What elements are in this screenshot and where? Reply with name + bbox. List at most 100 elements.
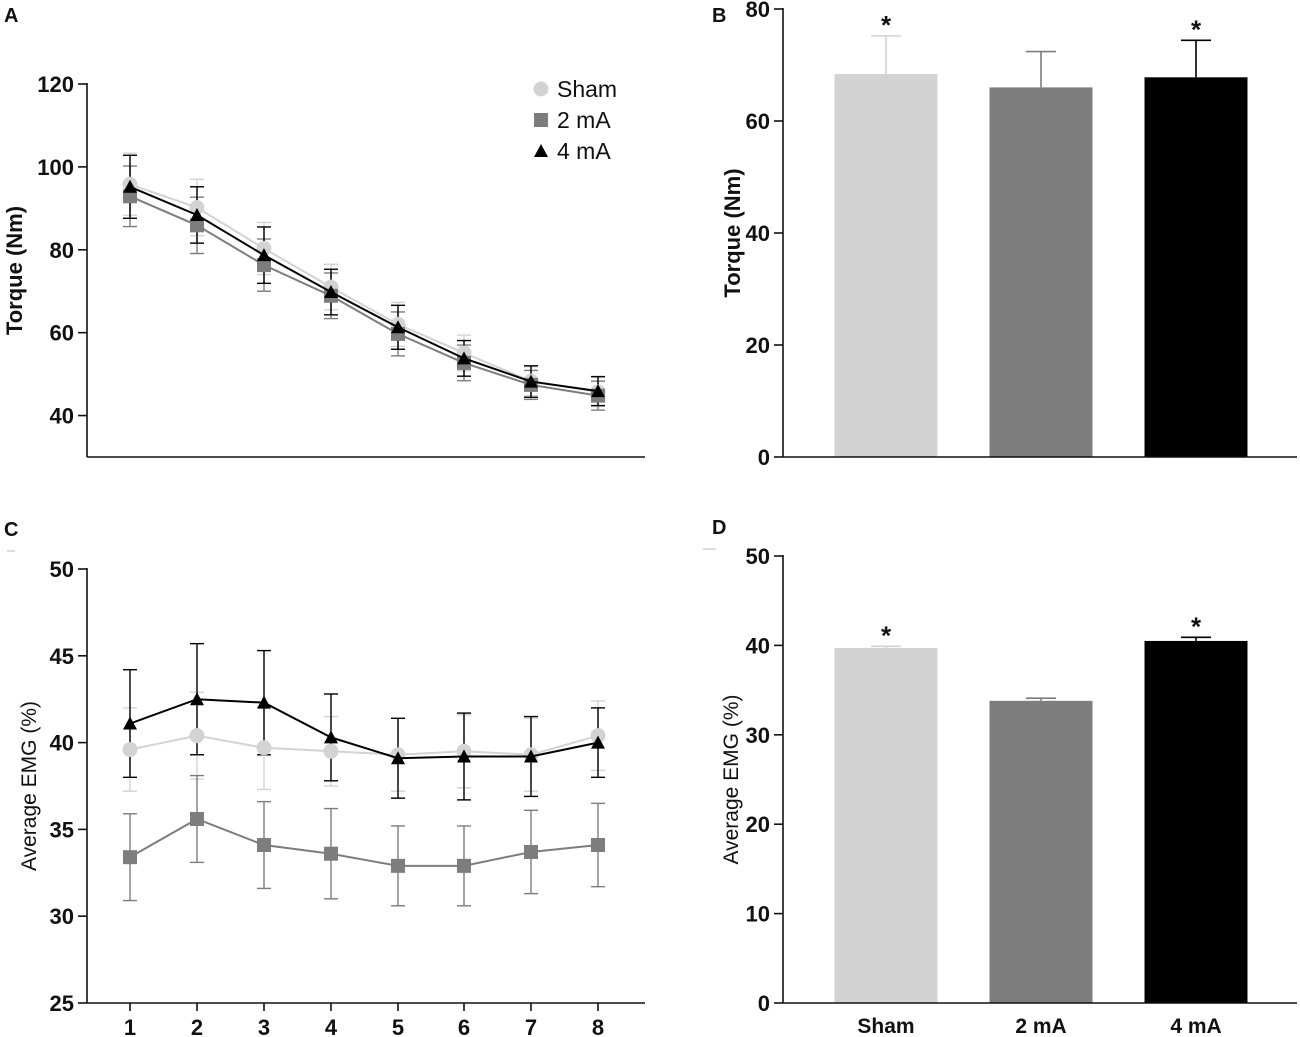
panel-a-y-tick-label-60: 60	[50, 321, 74, 346]
panel-c-2-ma-point-8	[591, 838, 605, 853]
panel-d-bar-2-ma	[989, 700, 1093, 1003]
panel-a-legend-marker-sham	[533, 81, 549, 97]
panel-a-4-ma-point-2	[190, 207, 204, 221]
panel-a-legend-label-sham: Sham	[557, 76, 617, 102]
panel-d-y-tick-label-30: 30	[746, 723, 770, 748]
panel-c-2-ma-point-1	[123, 850, 137, 865]
panel-a-y-tick-label-40: 40	[50, 404, 74, 429]
panel-c-sham-point-3	[256, 740, 272, 756]
panel-c-4-ma-point-8	[591, 735, 605, 749]
panel-d-panel-letter: D	[712, 517, 726, 539]
panel-a-torque-line-chart: 40 60 80 100 120 Torque (Nm) A Sham 2 mA 4 mA	[2, 5, 645, 458]
panel-a-4-ma-point-7	[524, 374, 538, 388]
panel-d-emg-bar-chart: 0 10 20 30 40 50 Average EMG (%) D * Sham 2 mA * 4 m…	[703, 517, 1297, 1037]
panel-a-4-ma-point-8	[591, 384, 605, 398]
panel-a-sham-point-2	[189, 200, 205, 216]
panel-c-x-tick-label-3: 3	[258, 1015, 270, 1037]
panel-a-y-tick-label-80: 80	[50, 238, 74, 263]
panel-c-sham-point-4	[323, 743, 339, 759]
panel-a-4-ma-point-3	[257, 248, 271, 262]
panel-c-sham-series-line	[129, 734, 599, 756]
panel-b-bar-4-ma	[1144, 77, 1248, 457]
panel-c-x-tick-label-8: 8	[592, 1015, 604, 1037]
panel-d-y-tick-label-50: 50	[746, 544, 770, 569]
panel-a-y-tick-label-100: 100	[37, 155, 74, 180]
panel-b-significance-4-ma: *	[1191, 14, 1202, 44]
panel-a-4-ma-point-1	[123, 179, 137, 193]
panel-b-bar-sham	[834, 73, 938, 458]
panel-b-y-tick-label-80: 80	[746, 0, 770, 22]
panel-b-bar-2-ma	[989, 87, 1093, 458]
panel-a-legend-label-4-ma: 4 mA	[557, 138, 611, 164]
panel-b-y-axis-label: Torque (Nm)	[720, 168, 745, 297]
panel-c-sham-point-1	[122, 742, 138, 758]
panel-c-2-ma-point-2	[190, 811, 204, 826]
panel-a-4-ma-point-4	[324, 285, 338, 299]
panel-a-4-ma-series-line	[129, 185, 599, 393]
panel-b-y-tick-label-0: 0	[758, 445, 770, 470]
panel-b-panel-letter: B	[712, 5, 726, 27]
panel-d-y-tick-label-40: 40	[746, 633, 770, 658]
panel-c-2-ma-error-bars	[123, 774, 605, 907]
panel-c-4-ma-point-2	[190, 692, 204, 706]
panel-c-panel-letter: C	[4, 519, 18, 541]
panel-c-2-ma-point-3	[257, 838, 271, 853]
panel-d-x-category-label-4-ma: 4 mA	[1170, 1015, 1221, 1037]
panel-c-4-ma-point-6	[457, 749, 471, 763]
panel-c-4-ma-point-4	[324, 730, 338, 744]
panel-c-4-ma-point-5	[391, 751, 405, 765]
panel-a-2-ma-point-1	[123, 189, 137, 204]
panel-b-torque-bar-chart: 0 20 40 60 80 Torque (Nm) B * *	[712, 0, 1297, 470]
panel-c-2-ma-point-7	[524, 844, 538, 859]
panel-d-y-tick-label-0: 0	[758, 991, 770, 1016]
panel-c-4-ma-error-bars	[123, 642, 605, 801]
panel-c-x-tick-label-2: 2	[191, 1015, 203, 1037]
panel-a-y-tick-label-120: 120	[37, 72, 74, 97]
panel-a-legend: Sham 2 mA 4 mA	[533, 76, 617, 164]
panel-c-2-ma-series-line	[129, 817, 599, 867]
panel-c-y-tick-label-35: 35	[50, 817, 74, 842]
panel-a-legend-marker-4-ma	[534, 144, 548, 157]
panel-c-2-ma-point-6	[457, 858, 471, 873]
panel-c-x-tick-label-1: 1	[124, 1015, 136, 1037]
panel-c-y-axis-label: Average EMG (%)	[18, 701, 41, 871]
panel-c-2-ma-point-4	[324, 846, 338, 861]
panel-c-x-tick-label-4: 4	[325, 1015, 338, 1037]
panel-b-y-tick-label-20: 20	[746, 333, 770, 358]
panel-c-x-tick-label-5: 5	[392, 1015, 404, 1037]
panel-d-x-category-label-sham: Sham	[857, 1015, 914, 1037]
panel-a-4-ma-point-5	[391, 320, 405, 334]
panel-a-sham-error-bars	[123, 152, 605, 408]
panel-d-significance-4-ma: *	[1191, 611, 1202, 641]
panel-a-legend-marker-2-ma	[534, 113, 548, 127]
panel-c-y-tick-label-45: 45	[50, 644, 74, 669]
panel-c-y-tick-label-50: 50	[50, 557, 74, 582]
panel-c-y-tick-label-40: 40	[50, 731, 74, 756]
panel-d-x-category-label-2-ma: 2 mA	[1015, 1015, 1066, 1037]
panel-d-y-tick-label-10: 10	[746, 902, 770, 927]
panel-d-significance-sham: *	[881, 620, 892, 650]
panel-c-4-ma-series-line	[129, 698, 599, 760]
panel-a-panel-letter: A	[4, 5, 18, 27]
panel-d-bar-sham	[834, 648, 938, 1003]
panel-a-4-ma-error-bars	[123, 154, 605, 407]
panel-c-y-tick-label-25: 25	[50, 991, 74, 1016]
panel-a-legend-label-2-ma: 2 mA	[557, 107, 611, 133]
panel-c-y-tick-label-30: 30	[50, 904, 74, 929]
panel-c-x-tick-label-7: 7	[525, 1015, 537, 1037]
panel-a-sham-series-line	[129, 183, 599, 393]
panel-c-4-ma-point-7	[524, 749, 538, 763]
panel-c-sham-point-2	[189, 728, 205, 744]
panel-c-2-ma-point-5	[391, 858, 405, 873]
panel-b-significance-sham: *	[881, 10, 892, 40]
panel-a-y-axis-label: Torque (Nm)	[2, 206, 27, 335]
panel-a-4-ma-point-6	[457, 351, 471, 365]
panel-a-2-ma-point-2	[190, 218, 204, 233]
panel-d-y-tick-label-20: 20	[746, 812, 770, 837]
panel-d-bar-4-ma	[1144, 640, 1248, 1003]
panel-d-y-axis-label: Average EMG (%)	[720, 695, 743, 865]
panel-c-4-ma-point-3	[257, 695, 271, 709]
panel-a-2-ma-series-line	[129, 195, 599, 397]
